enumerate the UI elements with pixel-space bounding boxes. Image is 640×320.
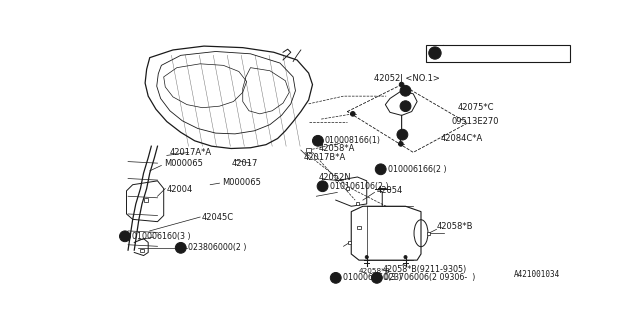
Circle shape xyxy=(175,243,186,253)
Text: A421001034: A421001034 xyxy=(515,270,561,279)
Text: 42017B*A: 42017B*A xyxy=(303,153,346,162)
Bar xyxy=(426,44,570,61)
Text: 42017: 42017 xyxy=(231,159,257,168)
Text: 010106106(2 ): 010106106(2 ) xyxy=(330,182,388,191)
Circle shape xyxy=(375,164,386,175)
Circle shape xyxy=(351,112,355,116)
Bar xyxy=(348,241,351,244)
Text: 1: 1 xyxy=(403,86,408,95)
Text: 42084C*A: 42084C*A xyxy=(440,134,483,143)
Bar xyxy=(143,198,148,203)
Text: M000065: M000065 xyxy=(164,159,203,168)
Text: B: B xyxy=(316,136,321,145)
Bar xyxy=(428,232,430,235)
Text: B: B xyxy=(122,232,127,241)
Text: N: N xyxy=(374,273,380,282)
Text: 42058*A: 42058*A xyxy=(319,144,355,153)
Text: M000065: M000065 xyxy=(222,178,260,187)
Text: 010006160(3 ): 010006160(3 ) xyxy=(343,273,401,282)
Text: 1: 1 xyxy=(403,102,408,111)
Circle shape xyxy=(330,273,341,283)
Text: 42058*B(9211-9305): 42058*B(9211-9305) xyxy=(382,265,467,274)
Text: 42058*B: 42058*B xyxy=(436,222,473,231)
Text: 42075*C: 42075*C xyxy=(458,103,494,112)
Text: 42054: 42054 xyxy=(377,186,403,195)
Text: 42052N: 42052N xyxy=(319,172,351,181)
Circle shape xyxy=(400,101,411,112)
Text: 1: 1 xyxy=(432,49,438,58)
Circle shape xyxy=(312,135,323,146)
Circle shape xyxy=(429,47,441,59)
Text: B: B xyxy=(378,165,383,174)
Text: 010006160(3 ): 010006160(3 ) xyxy=(132,232,191,241)
Circle shape xyxy=(371,273,382,283)
Circle shape xyxy=(404,256,407,259)
Bar xyxy=(140,249,143,252)
Text: 023806000(2 ): 023806000(2 ) xyxy=(188,243,246,252)
Text: 023706006(2 09306-  ): 023706006(2 09306- ) xyxy=(384,273,475,282)
Text: 42052J <NO.1>: 42052J <NO.1> xyxy=(374,74,440,83)
Circle shape xyxy=(365,256,368,259)
Bar xyxy=(307,148,311,152)
Circle shape xyxy=(399,141,403,146)
Circle shape xyxy=(400,85,411,96)
Text: B: B xyxy=(333,273,339,282)
Circle shape xyxy=(399,82,404,87)
Text: 092310504(4 ): 092310504(4 ) xyxy=(448,49,518,58)
Circle shape xyxy=(120,231,131,242)
Text: 42045C: 42045C xyxy=(202,212,234,221)
Text: 42017A*A: 42017A*A xyxy=(169,148,211,157)
Text: 1: 1 xyxy=(400,130,405,139)
Text: B: B xyxy=(320,182,325,191)
Text: 010008166(1): 010008166(1) xyxy=(325,136,381,145)
Text: 42058*B: 42058*B xyxy=(359,268,391,274)
Text: 010006166(2 ): 010006166(2 ) xyxy=(388,165,446,174)
Circle shape xyxy=(397,129,408,140)
Text: N: N xyxy=(178,243,184,252)
Circle shape xyxy=(317,181,328,192)
Text: 09513E270: 09513E270 xyxy=(452,117,499,126)
Text: 42004: 42004 xyxy=(167,185,193,194)
Bar xyxy=(356,203,359,205)
Bar xyxy=(346,187,349,190)
Bar xyxy=(358,226,360,228)
